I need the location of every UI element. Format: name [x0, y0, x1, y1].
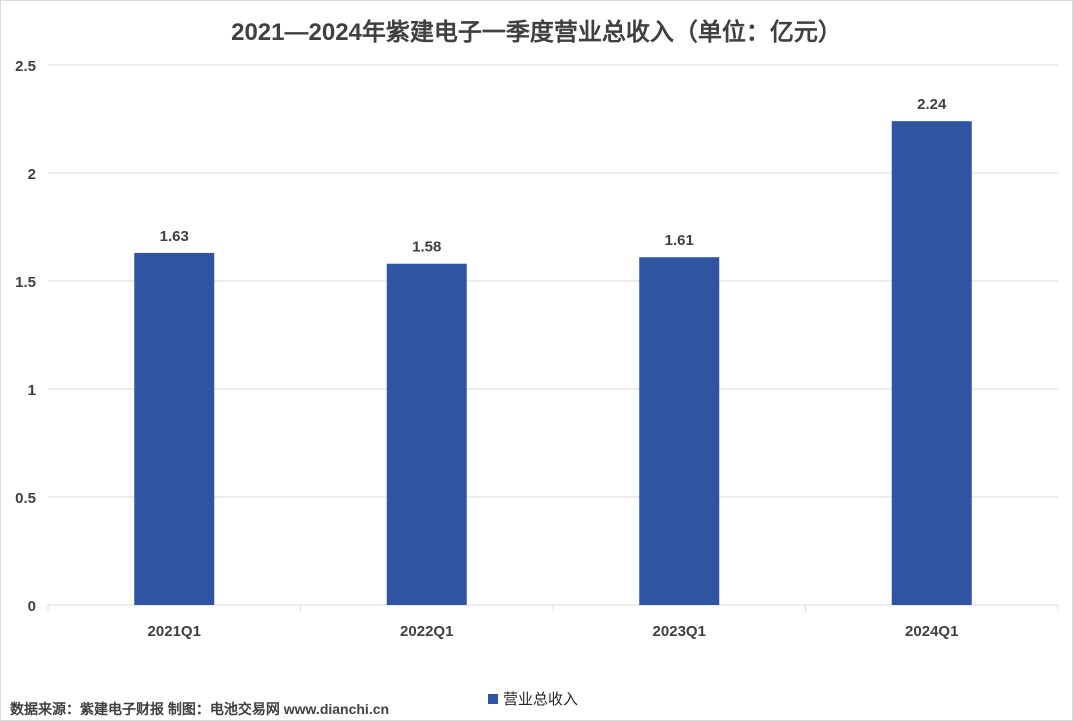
- data-label: 1.63: [160, 228, 189, 245]
- x-tick-label: 2023Q1: [653, 623, 706, 640]
- y-tick-label: 1.5: [15, 274, 36, 291]
- data-label: 2.24: [917, 96, 947, 113]
- bar: [386, 263, 467, 605]
- legend: 营业总收入: [488, 688, 578, 709]
- y-tick-label: 1: [28, 382, 36, 399]
- y-tick-label: 0.5: [15, 490, 36, 507]
- bar: [891, 121, 972, 605]
- x-tick-label: 2021Q1: [148, 623, 201, 640]
- y-tick-label: 0: [28, 598, 36, 615]
- bar: [134, 252, 215, 606]
- x-tick-label: 2022Q1: [400, 623, 453, 640]
- legend-label: 营业总收入: [503, 691, 579, 708]
- x-tick-label: 2024Q1: [905, 623, 958, 640]
- data-label: 1.58: [412, 239, 441, 256]
- legend-swatch: [488, 693, 498, 704]
- data-label: 1.61: [665, 232, 694, 249]
- bar: [639, 257, 720, 605]
- chart-title: 2021—2024年紫建电子一季度营业总收入（单位：亿元）: [231, 19, 842, 46]
- y-tick-label: 2.5: [15, 58, 36, 75]
- source-note: 数据来源：紫建电子财报 制图：电池交易网 www.dianchi.cn: [10, 701, 390, 717]
- y-tick-label: 2: [28, 166, 36, 183]
